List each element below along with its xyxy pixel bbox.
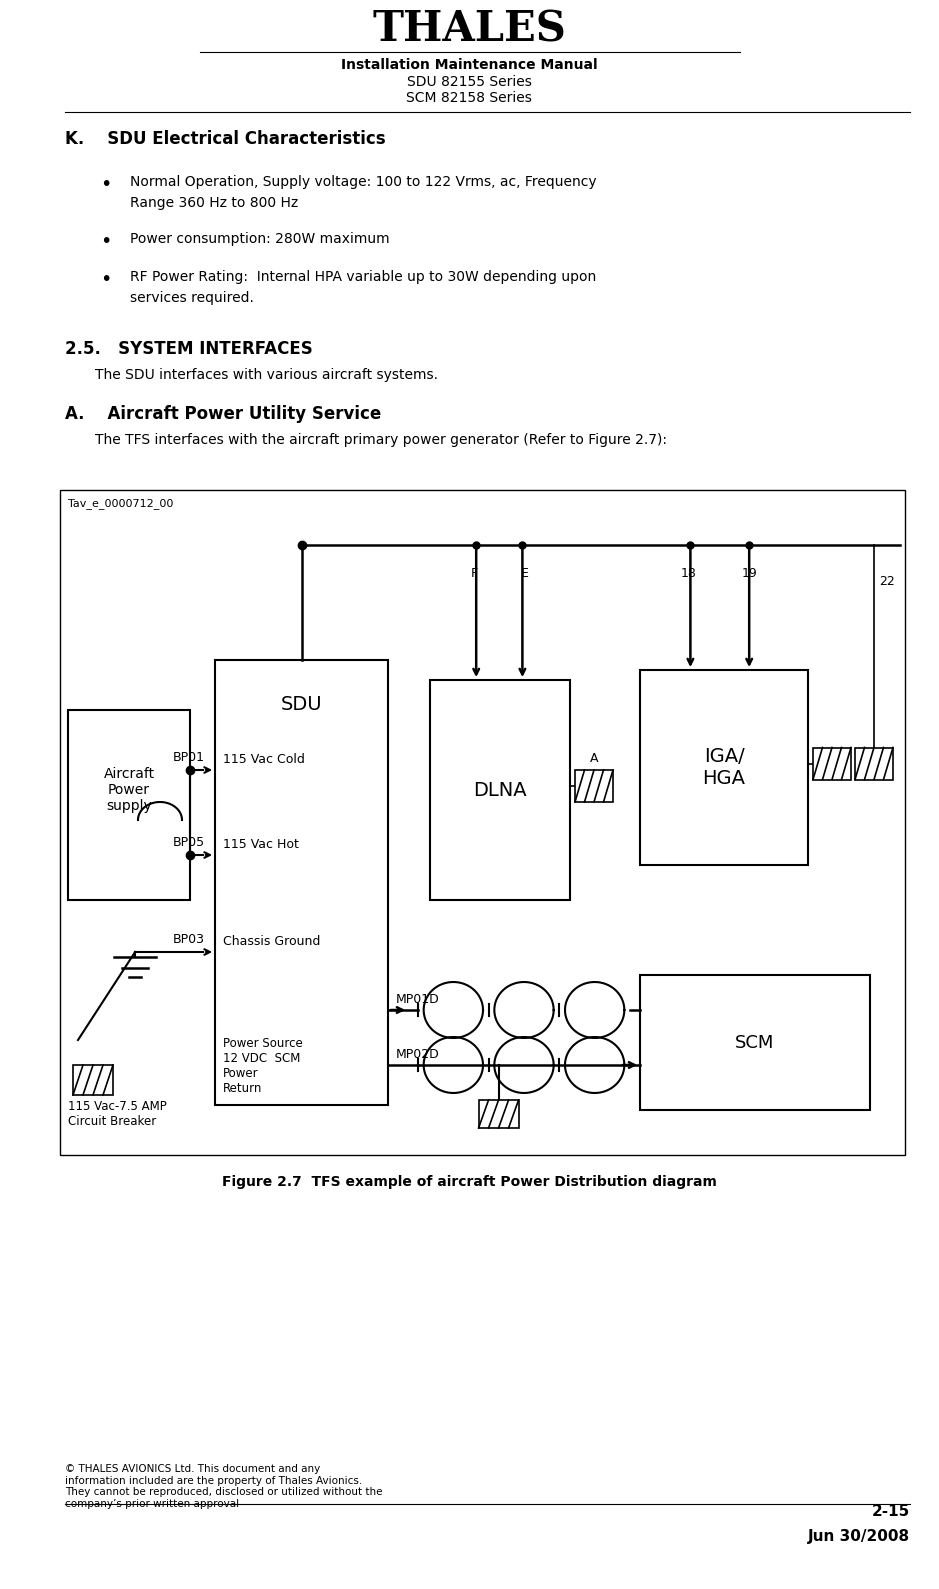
Text: RF Power Rating:  Internal HPA variable up to 30W depending upon: RF Power Rating: Internal HPA variable u…: [130, 270, 596, 284]
Text: A.    Aircraft Power Utility Service: A. Aircraft Power Utility Service: [65, 405, 381, 423]
Text: Figure 2.7  TFS example of aircraft Power Distribution diagram: Figure 2.7 TFS example of aircraft Power…: [222, 1174, 716, 1189]
Bar: [640, 671, 808, 864]
Bar: [430, 680, 570, 899]
Text: 115 Vac Cold: 115 Vac Cold: [223, 753, 305, 766]
Text: SDU: SDU: [281, 694, 322, 713]
Text: 22: 22: [879, 575, 895, 588]
Text: F: F: [470, 567, 478, 580]
Text: 2-15: 2-15: [871, 1505, 910, 1519]
Text: MP01D: MP01D: [396, 993, 439, 1006]
Text: K.    SDU Electrical Characteristics: K. SDU Electrical Characteristics: [65, 130, 386, 148]
Text: BP03: BP03: [173, 933, 205, 945]
Text: services required.: services required.: [130, 291, 254, 305]
Bar: [640, 976, 870, 1111]
Text: The SDU interfaces with various aircraft systems.: The SDU interfaces with various aircraft…: [95, 369, 438, 381]
Text: Aircraft
Power
supply: Aircraft Power supply: [103, 767, 155, 814]
Text: •: •: [100, 175, 112, 194]
Text: 115 Vac Hot: 115 Vac Hot: [223, 837, 299, 852]
Text: Normal Operation, Supply voltage: 100 to 122 Vrms, ac, Frequency: Normal Operation, Supply voltage: 100 to…: [130, 175, 596, 189]
Text: THALES: THALES: [372, 8, 566, 49]
Bar: [215, 659, 388, 1104]
Text: MP02D: MP02D: [396, 1049, 439, 1061]
Text: 2.5.   SYSTEM INTERFACES: 2.5. SYSTEM INTERFACES: [65, 340, 313, 358]
Bar: [813, 747, 851, 780]
Bar: [73, 1065, 113, 1095]
Text: SCM: SCM: [735, 1033, 775, 1052]
Bar: [60, 489, 905, 1155]
Bar: [855, 747, 893, 780]
Text: Tav_e_0000712_00: Tav_e_0000712_00: [68, 497, 174, 508]
Text: The TFS interfaces with the aircraft primary power generator (Refer to Figure 2.: The TFS interfaces with the aircraft pri…: [95, 432, 667, 447]
Text: E: E: [520, 567, 529, 580]
Text: DLNA: DLNA: [473, 780, 527, 799]
Text: © THALES AVIONICS Ltd. This document and any
information included are the proper: © THALES AVIONICS Ltd. This document and…: [65, 1463, 382, 1510]
Text: Power consumption: 280W maximum: Power consumption: 280W maximum: [130, 232, 390, 246]
Text: BP01: BP01: [173, 752, 205, 764]
Text: IGA/
HGA: IGA/ HGA: [702, 747, 746, 788]
Text: Power Source
12 VDC  SCM
Power
Return: Power Source 12 VDC SCM Power Return: [223, 1038, 302, 1095]
Bar: [479, 1100, 518, 1128]
Text: Chassis Ground: Chassis Ground: [223, 934, 320, 949]
Text: •: •: [100, 270, 112, 289]
Text: Installation Maintenance Manual: Installation Maintenance Manual: [341, 59, 597, 72]
Bar: [68, 710, 190, 899]
Bar: [575, 771, 613, 802]
Text: SDU 82155 Series: SDU 82155 Series: [407, 75, 531, 89]
Text: 19: 19: [741, 567, 757, 580]
Text: A: A: [590, 752, 598, 764]
Text: 18: 18: [681, 567, 697, 580]
Text: SCM 82158 Series: SCM 82158 Series: [406, 91, 531, 105]
Text: Jun 30/2008: Jun 30/2008: [808, 1529, 910, 1545]
Text: BP05: BP05: [173, 836, 205, 849]
Text: •: •: [100, 232, 112, 251]
Text: 115 Vac-7.5 AMP
Circuit Breaker: 115 Vac-7.5 AMP Circuit Breaker: [68, 1100, 167, 1128]
Text: Range 360 Hz to 800 Hz: Range 360 Hz to 800 Hz: [130, 195, 299, 210]
